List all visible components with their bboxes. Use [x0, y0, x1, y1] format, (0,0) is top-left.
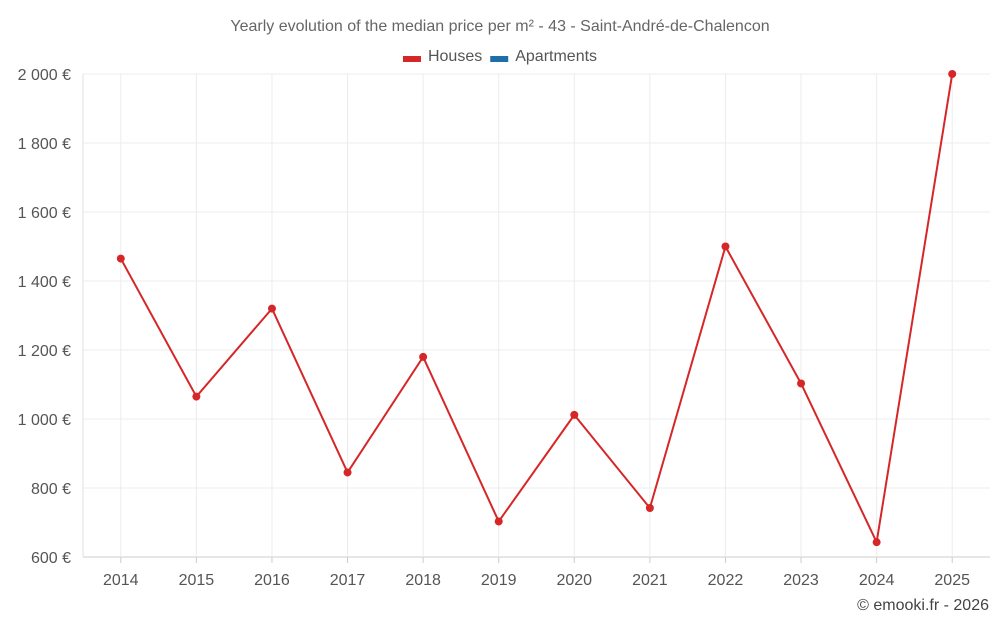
x-tick-label: 2015: [179, 572, 215, 589]
x-tick-label: 2016: [254, 572, 290, 589]
data-point-2016[interactable]: [267, 304, 276, 313]
data-point-2020[interactable]: [570, 410, 579, 419]
y-tick-label: 1 000 €: [18, 412, 71, 429]
y-tick-label: 2 000 €: [18, 67, 71, 84]
x-tick-label: 2014: [103, 572, 139, 589]
legend-label: Apartments: [515, 48, 597, 65]
y-tick-label: 1 600 €: [18, 205, 71, 222]
legend-label: Houses: [428, 48, 482, 65]
y-tick-label: 800 €: [31, 481, 71, 498]
x-tick-label: 2019: [481, 572, 517, 589]
x-tick-label: 2017: [330, 572, 366, 589]
x-axis: 2014 2015 2016 2017 2018 2019 2020 2021 2022 2023…: [103, 557, 970, 589]
y-tick-label: 1 400 €: [18, 274, 71, 291]
y-axis: 600 € 800 € 1 000 € 1 200 € 1 400 € 1 600 € 1 …: [18, 67, 71, 567]
data-point-2018[interactable]: [419, 352, 428, 361]
x-tick-label: 2022: [708, 572, 744, 589]
credit-text: © emooki.fr - 2026: [857, 597, 989, 614]
data-point-2015[interactable]: [192, 392, 201, 401]
series-group: [116, 70, 957, 547]
x-tick-label: 2023: [783, 572, 819, 589]
data-point-2014[interactable]: [116, 254, 125, 263]
legend[interactable]: Houses Apartments: [402, 48, 597, 65]
data-point-2024[interactable]: [872, 538, 881, 547]
y-tick-label: 1 800 €: [18, 136, 71, 153]
x-tick-label: 2024: [859, 572, 895, 589]
x-tick-label: 2021: [632, 572, 668, 589]
x-tick-label: 2020: [556, 572, 592, 589]
data-point-2019[interactable]: [494, 517, 503, 526]
grid: [82, 73, 990, 558]
y-tick-label: 600 €: [31, 550, 71, 567]
x-tick-label: 2018: [405, 572, 441, 589]
legend-swatch: [402, 56, 421, 62]
data-point-2025[interactable]: [948, 70, 957, 78]
data-point-2023[interactable]: [797, 379, 806, 388]
legend-item-houses[interactable]: Houses: [402, 48, 482, 65]
data-point-2022[interactable]: [721, 242, 730, 251]
y-tick-label: 1 200 €: [18, 343, 71, 360]
data-point-2021[interactable]: [645, 504, 654, 513]
x-tick-label: 2025: [934, 572, 970, 589]
legend-swatch: [490, 56, 509, 62]
chart-title: Yearly evolution of the median price per…: [230, 18, 769, 35]
data-point-2017[interactable]: [343, 468, 352, 477]
legend-item-apartments[interactable]: Apartments: [490, 48, 597, 65]
series-line-houses: [119, 73, 954, 544]
